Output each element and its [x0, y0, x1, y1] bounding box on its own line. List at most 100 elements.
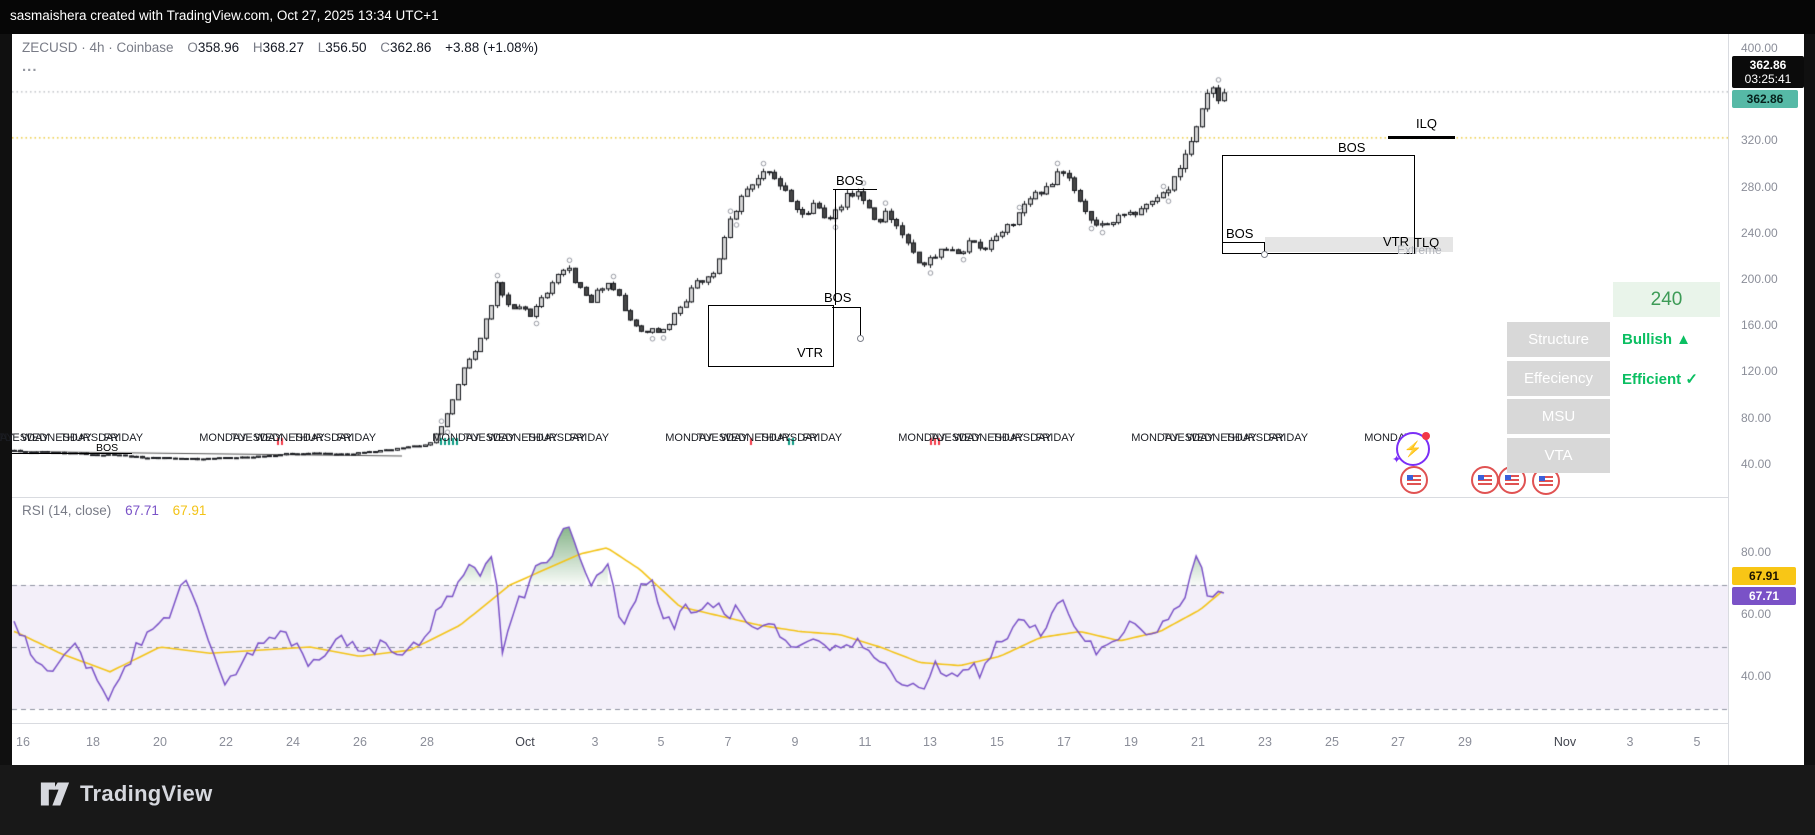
time-axis[interactable]: 16 18 20 22 24 26 28 Oct 3 5 7 9 11 13 15 17 19 21 23 25 27 2… [12, 723, 1728, 766]
metric-label-effeciency: Effeciency [1507, 360, 1610, 396]
price-chart-canvas[interactable] [12, 34, 1728, 497]
swing-point[interactable] [1261, 251, 1268, 258]
attribution-text: sasmaishera created with TradingView.com… [10, 8, 439, 23]
weekday-label: FRIDAY [336, 432, 377, 444]
weekday-label: TUESDAY [696, 432, 748, 444]
bos-vline-mid[interactable] [860, 307, 861, 337]
bos-label-right-top[interactable]: BOS [1338, 140, 1366, 155]
swing-point[interactable] [857, 335, 864, 342]
tlq-label[interactable]: TLQ [1414, 235, 1440, 250]
rsi-pane-canvas[interactable] [12, 497, 1728, 724]
time-axis-label: 5 [1693, 735, 1701, 749]
weekday-label: MONDAY [898, 432, 946, 444]
tlq-zone[interactable] [1265, 237, 1453, 252]
rsi-value-badge: 67.71 [1732, 587, 1796, 605]
bos-box-right[interactable] [1222, 155, 1415, 254]
time-axis-label: 25 [1325, 735, 1339, 749]
us-flag-glyph [1407, 475, 1421, 485]
us-flag-icon[interactable] [1471, 466, 1499, 494]
open-value: 358.96 [197, 40, 240, 55]
vtr-label-mid[interactable]: VTR [797, 345, 823, 360]
bos-vline-right[interactable] [1264, 242, 1265, 253]
rsi-ma-value: 67.91 [172, 503, 207, 518]
time-axis-label: 11 [858, 735, 872, 749]
time-axis-label: 22 [219, 735, 233, 749]
weekday-label: TUESDAY [929, 432, 981, 444]
close-label: C [380, 40, 391, 55]
bos-underline-left[interactable] [12, 453, 132, 454]
price-tick: 120.00 [1741, 364, 1778, 379]
weekday-label: THURSDAY [759, 432, 819, 444]
metric-label-vta: VTA [1507, 437, 1610, 473]
countdown-time: 03:25:41 [1744, 72, 1792, 86]
bos-label-mid-lower[interactable]: BOS [824, 290, 852, 305]
weekday-label: FRIDAY [103, 432, 144, 444]
bos-line-right-inner[interactable] [1222, 242, 1264, 243]
time-axis-label: 29 [1458, 735, 1472, 749]
weekday-label: THURSDAY [60, 432, 120, 444]
price-tick: 280.00 [1741, 179, 1778, 194]
symbol-legend[interactable]: ZECUSD · 4h · Coinbase O358.96 H368.27 L… [22, 40, 538, 55]
weekday-label: MONDAY [199, 432, 247, 444]
time-axis-label: 28 [420, 735, 434, 749]
us-flag-glyph [1478, 475, 1492, 485]
price-tick: 320.00 [1741, 133, 1778, 148]
weekday-label: MONDAY [665, 432, 713, 444]
weekday-label: TUESDAY [463, 432, 515, 444]
time-axis-label: 7 [724, 735, 732, 749]
legend-more-button[interactable]: ... [22, 58, 38, 75]
attribution-bar: sasmaishera created with TradingView.com… [0, 0, 1815, 34]
ilq-level-line[interactable] [1388, 136, 1455, 139]
bos-line-mid-ext[interactable] [832, 307, 860, 308]
time-axis-label: 26 [353, 735, 367, 749]
low-value: 356.50 [325, 40, 367, 55]
time-axis-label: Oct [515, 735, 535, 749]
high-value: 368.27 [262, 40, 304, 55]
weekday-label: THURSDAY [992, 432, 1052, 444]
summary-value-box: 240 [1613, 282, 1720, 317]
price-tick: 160.00 [1741, 318, 1778, 333]
weekday-label: WEDNESDAY [487, 432, 558, 444]
vtr-box[interactable] [708, 305, 834, 367]
open-label: O [187, 40, 198, 55]
rsi-params: (14, close) [48, 503, 112, 518]
rsi-legend[interactable]: RSI (14, close) 67.71 67.91 [22, 503, 206, 518]
time-axis-label: 13 [923, 735, 937, 749]
price-tick: 80.00 [1741, 410, 1772, 425]
tradingview-logo[interactable]: TradingView [40, 781, 213, 807]
time-axis-label: 20 [153, 735, 167, 749]
extreme-label[interactable]: Extreme [1397, 243, 1442, 257]
tradingview-logo-icon [40, 782, 70, 806]
bos-label-mid-upper[interactable]: BOS [836, 173, 864, 188]
countdown-price: 362.86 [1749, 58, 1787, 72]
time-axis-label: 3 [1626, 735, 1634, 749]
weekday-label: MONDAY [1131, 432, 1179, 444]
symbol-title[interactable]: ZECUSD · 4h · Coinbase [22, 40, 174, 55]
bos-vline-upper[interactable] [835, 189, 836, 305]
ai-spark-icon[interactable]: ⚡ ✦ [1392, 432, 1430, 466]
rsi-ma-badge: 67.91 [1732, 567, 1796, 585]
time-axis-label: 24 [286, 735, 300, 749]
weekday-label: MONDAY [0, 432, 14, 444]
rsi-title: RSI [22, 503, 45, 518]
us-flag-glyph [1539, 476, 1553, 486]
notification-dot [1422, 432, 1430, 440]
price-tick: 40.00 [1741, 456, 1772, 471]
footer-bar: TradingView [0, 765, 1815, 835]
metric-label-structure: Structure [1507, 322, 1610, 357]
ilq-label[interactable]: ILQ [1416, 116, 1437, 131]
weekday-label: FRIDAY [569, 432, 610, 444]
us-flag-icon[interactable] [1400, 466, 1428, 494]
vtr-label-right[interactable]: VTR [1383, 234, 1409, 249]
price-scale[interactable]: 362.86 03:25:41 362.86 67.91 67.71 400.0… [1728, 34, 1804, 765]
bos-line-upper[interactable] [833, 189, 877, 190]
time-axis-label: 17 [1057, 735, 1071, 749]
weekday-label: WEDNESDAY [21, 432, 92, 444]
bos-label-left[interactable]: BOS [96, 442, 119, 454]
weekday-label: THURSDAY [1225, 432, 1285, 444]
time-axis-label: 3 [591, 735, 599, 749]
time-axis-label: 5 [657, 735, 665, 749]
price-tick: 240.00 [1741, 225, 1778, 240]
bos-label-right-inner[interactable]: BOS [1226, 226, 1254, 241]
